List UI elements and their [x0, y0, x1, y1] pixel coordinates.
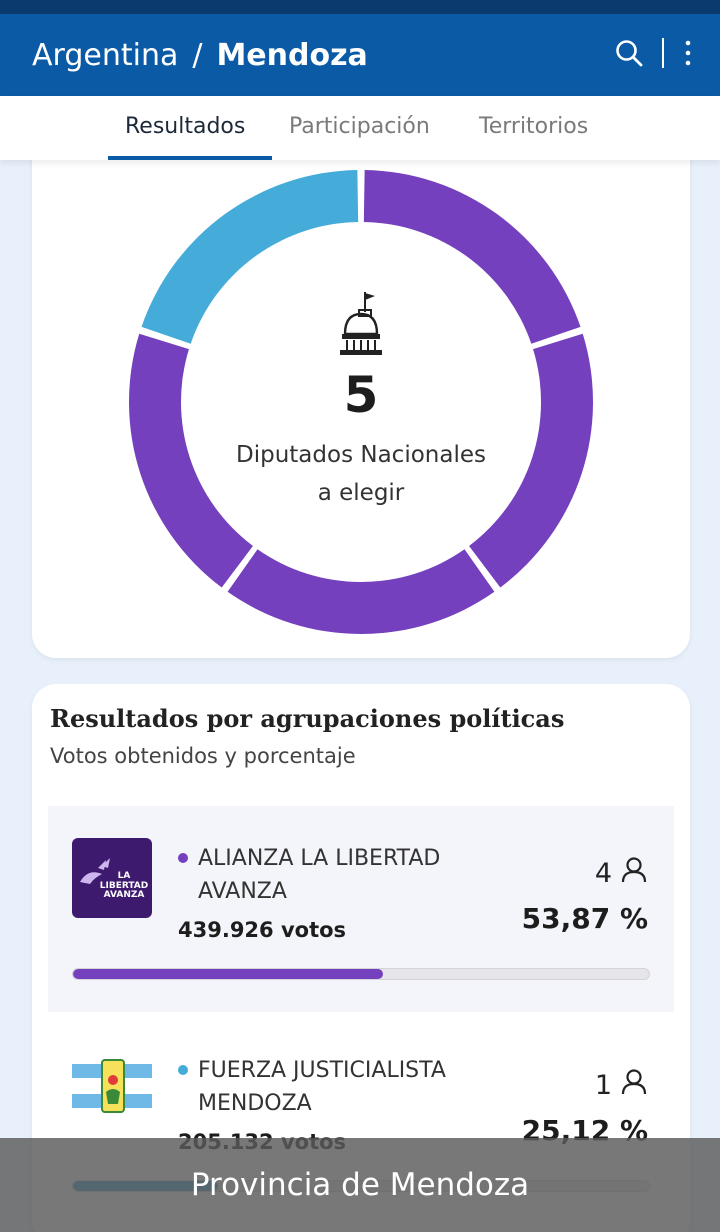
active-tab-indicator — [108, 156, 272, 160]
tab-resultados[interactable]: Resultados — [125, 114, 246, 139]
party-name-line1: FUERZA JUSTICIALISTA — [198, 1058, 446, 1083]
seat-segment-3 — [227, 549, 495, 634]
party-name-line2: AVANZA — [198, 879, 287, 904]
party-name-line2: MENDOZA — [198, 1091, 312, 1116]
seats-total: 5 — [343, 366, 379, 424]
seat-segment-2 — [469, 333, 593, 588]
logo-text-2: LIBERTAD — [100, 881, 149, 891]
congress-building-icon — [339, 290, 383, 360]
party-seats: 4 — [595, 856, 648, 891]
results-subtitle: Votos obtenidos y porcentaje — [50, 744, 356, 768]
seats-label: Diputados Nacionales a elegir — [200, 436, 522, 512]
party-votes: 439.926 votos — [178, 918, 347, 942]
status-bar — [0, 0, 720, 14]
breadcrumb-separator: / — [192, 37, 203, 73]
party-percent: 53,87 % — [521, 902, 648, 935]
party-name-line1: ALIANZA LA LIBERTAD — [198, 846, 441, 871]
party-logo-lla: LA LIBERTAD AVANZA — [72, 838, 152, 918]
seat-segment-5 — [141, 170, 359, 344]
party-color-dot — [178, 1065, 188, 1075]
seats-label-line1: Diputados Nacionales — [236, 442, 486, 468]
tab-bar: Resultados Participación Territorios — [0, 96, 720, 160]
logo-text-3: AVANZA — [104, 890, 145, 900]
party-progress-fill — [73, 969, 384, 979]
logo-text-1: LA — [118, 871, 131, 881]
person-icon — [620, 1068, 648, 1103]
breadcrumb-province: Mendoza — [216, 37, 368, 73]
party-seats: 1 — [595, 1068, 648, 1103]
seats-donut-chart — [129, 170, 593, 634]
party-color-dot — [178, 853, 188, 863]
party-seats-count: 1 — [594, 1070, 612, 1101]
party-name: FUERZA JUSTICIALISTA MENDOZA — [198, 1054, 498, 1120]
video-caption: Provincia de Mendoza — [0, 1138, 720, 1232]
seat-segment-1 — [363, 170, 581, 344]
app-header: Argentina / Mendoza — [0, 14, 720, 96]
tab-participacion[interactable]: Participación — [289, 114, 430, 139]
party-progress-track — [72, 968, 650, 980]
seats-card — [32, 120, 690, 658]
party-row-lla[interactable]: LA LIBERTAD AVANZA ALIANZA LA LIBERTAD A… — [48, 806, 674, 1012]
party-name: ALIANZA LA LIBERTAD AVANZA — [198, 842, 498, 908]
results-title: Resultados por agrupaciones políticas — [50, 704, 565, 733]
party-logo-fjm — [72, 1058, 152, 1114]
tab-territorios[interactable]: Territorios — [479, 114, 589, 139]
header-actions — [614, 38, 694, 68]
seats-label-line2: a elegir — [317, 480, 405, 506]
header-divider — [662, 38, 664, 68]
breadcrumb-country[interactable]: Argentina — [32, 37, 179, 73]
person-icon — [620, 856, 648, 891]
party-seats-count: 4 — [594, 858, 612, 889]
breadcrumb: Argentina / Mendoza — [32, 38, 368, 73]
seat-segment-4 — [129, 333, 253, 588]
search-icon[interactable] — [614, 38, 644, 68]
more-vertical-icon[interactable] — [682, 38, 694, 68]
